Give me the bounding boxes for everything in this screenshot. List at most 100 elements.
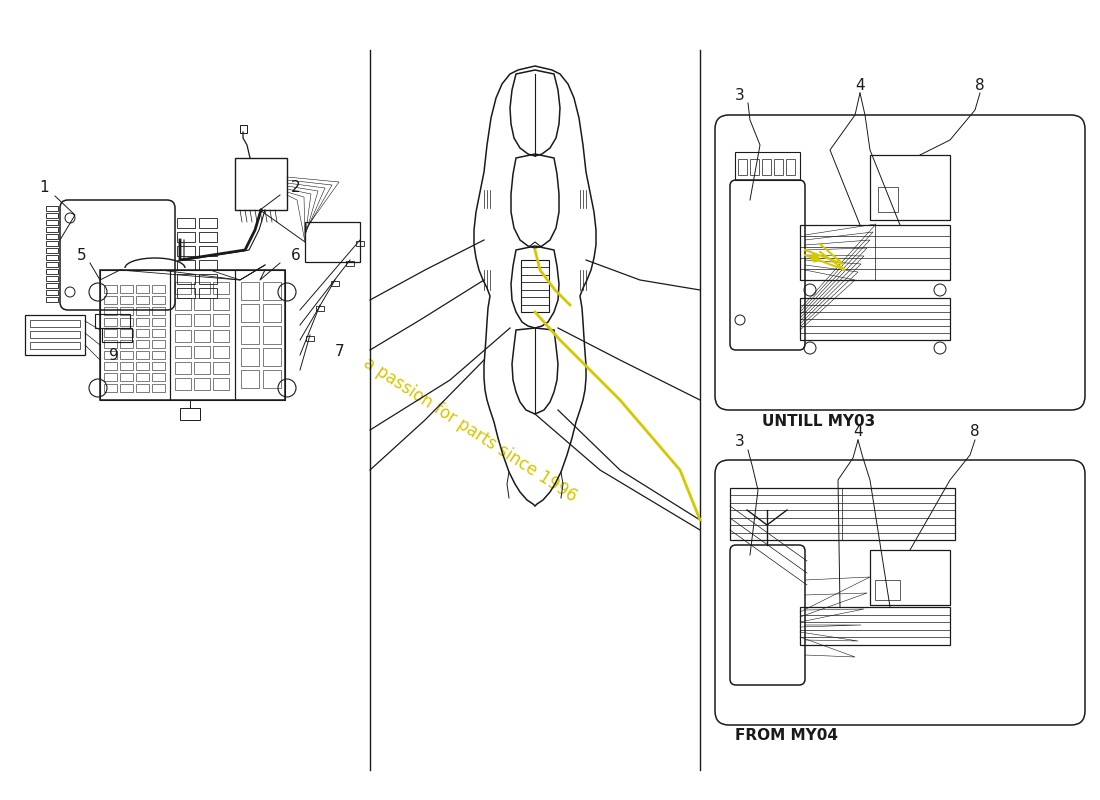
Text: 4: 4 bbox=[855, 78, 865, 93]
Bar bbox=[46, 283, 58, 288]
Bar bbox=[194, 298, 210, 310]
Bar bbox=[136, 384, 149, 392]
Text: 3: 3 bbox=[735, 87, 745, 102]
Bar bbox=[521, 260, 549, 312]
Bar bbox=[213, 346, 229, 358]
Bar bbox=[152, 351, 165, 359]
Bar bbox=[104, 329, 117, 337]
Bar bbox=[177, 288, 195, 298]
Bar bbox=[177, 218, 195, 228]
Bar bbox=[199, 288, 217, 298]
Bar bbox=[175, 378, 191, 390]
Bar bbox=[120, 384, 133, 392]
Bar bbox=[152, 285, 165, 293]
Bar bbox=[878, 187, 898, 212]
Bar bbox=[241, 348, 258, 366]
Bar bbox=[175, 330, 191, 342]
Bar bbox=[30, 320, 80, 327]
Bar bbox=[175, 346, 191, 358]
Bar bbox=[199, 232, 217, 242]
Bar bbox=[346, 261, 354, 266]
Bar bbox=[46, 290, 58, 295]
Bar bbox=[152, 362, 165, 370]
Bar bbox=[738, 159, 747, 175]
Bar bbox=[175, 298, 191, 310]
Bar bbox=[136, 296, 149, 304]
Bar bbox=[46, 220, 58, 225]
Text: 6: 6 bbox=[292, 247, 301, 262]
Bar bbox=[46, 206, 58, 211]
Bar bbox=[46, 234, 58, 239]
Text: 7: 7 bbox=[336, 345, 344, 359]
Bar bbox=[152, 296, 165, 304]
Bar bbox=[235, 270, 285, 400]
Bar bbox=[800, 298, 950, 340]
Bar bbox=[199, 218, 217, 228]
Bar bbox=[786, 159, 795, 175]
Bar bbox=[30, 342, 80, 349]
Bar bbox=[774, 159, 783, 175]
Bar bbox=[95, 314, 130, 328]
Bar bbox=[46, 276, 58, 281]
Bar bbox=[213, 378, 229, 390]
Bar bbox=[120, 351, 133, 359]
Bar bbox=[263, 370, 280, 388]
Bar bbox=[870, 550, 950, 605]
Bar bbox=[152, 373, 165, 381]
Bar bbox=[213, 330, 229, 342]
Bar bbox=[199, 274, 217, 284]
Bar bbox=[177, 246, 195, 256]
Bar bbox=[199, 260, 217, 270]
Text: 5: 5 bbox=[77, 247, 87, 262]
Bar bbox=[104, 307, 117, 315]
Bar bbox=[120, 318, 133, 326]
Bar bbox=[152, 329, 165, 337]
Bar bbox=[870, 155, 950, 220]
Bar bbox=[100, 270, 285, 400]
Bar bbox=[800, 607, 950, 645]
Bar bbox=[194, 282, 210, 294]
Bar bbox=[199, 246, 217, 256]
Bar bbox=[177, 260, 195, 270]
Text: a passion for parts since 1996: a passion for parts since 1996 bbox=[360, 354, 580, 506]
Bar bbox=[104, 340, 117, 348]
Bar bbox=[120, 329, 133, 337]
Bar bbox=[175, 282, 191, 294]
Bar bbox=[213, 282, 229, 294]
Bar bbox=[213, 298, 229, 310]
Bar bbox=[194, 330, 210, 342]
Bar bbox=[104, 373, 117, 381]
Text: UNTILL MY03: UNTILL MY03 bbox=[762, 414, 876, 430]
Bar bbox=[177, 232, 195, 242]
Bar bbox=[120, 340, 133, 348]
Bar bbox=[46, 248, 58, 253]
Bar bbox=[331, 281, 339, 286]
Bar bbox=[241, 326, 258, 344]
Bar bbox=[136, 351, 149, 359]
Bar bbox=[136, 329, 149, 337]
Bar bbox=[46, 262, 58, 267]
Bar bbox=[175, 314, 191, 326]
Bar bbox=[152, 307, 165, 315]
Bar bbox=[241, 370, 258, 388]
Bar bbox=[120, 373, 133, 381]
Text: 9: 9 bbox=[109, 347, 119, 362]
Bar bbox=[136, 307, 149, 315]
Bar bbox=[170, 270, 235, 400]
Bar bbox=[263, 326, 280, 344]
Bar bbox=[104, 318, 117, 326]
Bar bbox=[263, 348, 280, 366]
Bar bbox=[136, 373, 149, 381]
Bar bbox=[235, 158, 287, 210]
Bar bbox=[750, 159, 759, 175]
Bar bbox=[30, 331, 80, 338]
Bar bbox=[100, 270, 170, 400]
Bar bbox=[120, 296, 133, 304]
Bar bbox=[306, 336, 313, 341]
Bar bbox=[25, 315, 85, 355]
Bar bbox=[356, 241, 364, 246]
Bar bbox=[104, 384, 117, 392]
Circle shape bbox=[811, 254, 819, 262]
Bar bbox=[102, 328, 132, 342]
Bar bbox=[213, 314, 229, 326]
